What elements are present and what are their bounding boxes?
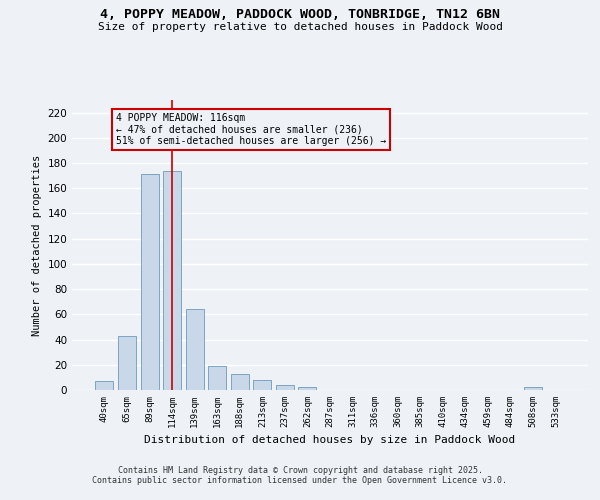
Bar (298, 388, 316, 390)
Y-axis label: Number of detached properties: Number of detached properties (32, 154, 42, 336)
Text: 4, POPPY MEADOW, PADDOCK WOOD, TONBRIDGE, TN12 6BN: 4, POPPY MEADOW, PADDOCK WOOD, TONBRIDGE… (100, 8, 500, 20)
Text: Distribution of detached houses by size in Paddock Wood: Distribution of detached houses by size … (145, 435, 515, 445)
Bar (231, 374, 249, 390)
Bar (276, 385, 294, 390)
Bar (185, 310, 204, 390)
Bar (208, 366, 226, 390)
Bar (118, 336, 136, 390)
Bar (524, 388, 542, 390)
Text: Size of property relative to detached houses in Paddock Wood: Size of property relative to detached ho… (97, 22, 503, 32)
Text: Contains HM Land Registry data © Crown copyright and database right 2025.
Contai: Contains HM Land Registry data © Crown c… (92, 466, 508, 485)
Text: 4 POPPY MEADOW: 116sqm
← 47% of detached houses are smaller (236)
51% of semi-de: 4 POPPY MEADOW: 116sqm ← 47% of detached… (116, 112, 386, 146)
Bar (163, 170, 181, 390)
Bar (140, 174, 158, 390)
Bar (95, 381, 113, 390)
Bar (253, 380, 271, 390)
